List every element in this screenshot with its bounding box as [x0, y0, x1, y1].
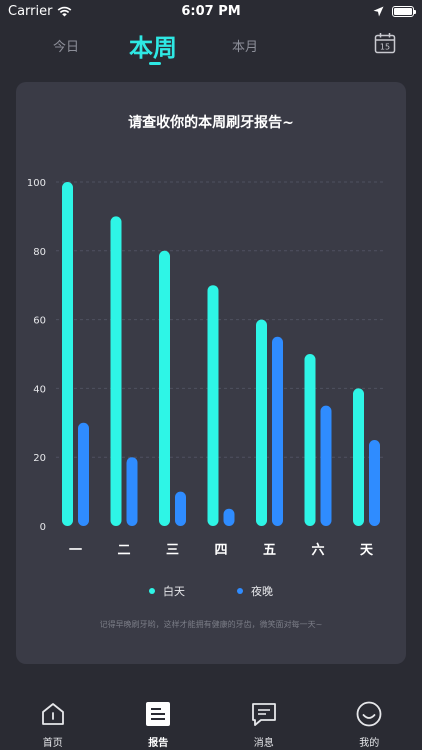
nav-label-home: 首页 — [42, 738, 63, 749]
location-arrow-icon — [373, 6, 384, 16]
x-tick-label: 天 — [360, 543, 374, 558]
bar-day — [110, 216, 122, 526]
report-icon — [144, 700, 172, 728]
x-tick-label: 五 — [263, 543, 276, 558]
message-icon — [250, 700, 278, 728]
bar-night — [369, 440, 380, 526]
bar-night — [78, 422, 89, 526]
wifi-icon — [58, 6, 72, 16]
bar-night — [223, 508, 235, 526]
nav-item-mine[interactable]: 我的 — [339, 700, 399, 750]
nav-label-report: 报告 — [148, 738, 169, 749]
nav-item-message[interactable]: 消息 — [234, 700, 294, 750]
legend-dot-night — [237, 588, 243, 594]
nav-label-message: 消息 — [253, 738, 274, 749]
smile-icon — [355, 700, 383, 728]
card-footnote: 记得早晚刷牙哟，这样才能拥有健康的牙齿，微笑面对每一天~ — [99, 620, 323, 629]
nav-item-report[interactable]: 报告 — [128, 700, 188, 750]
tab-week[interactable]: 本周 — [129, 34, 177, 62]
y-tick-label: 100 — [27, 178, 46, 189]
tab-today[interactable]: 今日 — [53, 40, 80, 55]
bar-night — [320, 405, 332, 526]
brushing-bar-chart: 0 20 40 60 80 100 一 二 三 四 五 六 天 — [27, 178, 384, 558]
y-tick-label: 20 — [33, 453, 46, 464]
weekly-report-card: 请查收你的本周刷牙报告~ 0 20 40 60 80 100 一 二 三 四 五 六 天 白天 夜晚 记… — [16, 82, 406, 664]
carrier-label: Carrier — [8, 3, 53, 19]
bar-day — [207, 285, 219, 526]
nav-item-home[interactable]: 首页 — [23, 700, 83, 750]
x-tick-label: 一 — [69, 543, 82, 558]
bar-night — [126, 457, 138, 526]
y-tick-label: 60 — [33, 316, 46, 327]
home-icon — [39, 700, 67, 728]
card-title: 请查收你的本周刷牙报告~ — [128, 115, 294, 131]
y-tick-label: 0 — [40, 522, 46, 533]
legend-label-day: 白天 — [163, 585, 185, 598]
x-tick-label: 三 — [166, 543, 179, 558]
bar-day — [304, 354, 316, 526]
y-tick-label: 40 — [33, 384, 46, 395]
x-tick-label: 六 — [311, 542, 324, 558]
battery-level — [394, 7, 412, 15]
period-tabs: 今日 本周 本月 — [0, 26, 422, 66]
battery-icon — [392, 5, 416, 17]
legend-item-day: 白天 — [149, 583, 185, 599]
bar-day — [256, 319, 267, 526]
legend-label-night: 夜晚 — [251, 585, 273, 598]
legend-item-night: 夜晚 — [237, 583, 273, 599]
calendar-icon[interactable]: 15 — [374, 32, 396, 54]
bar-day — [159, 250, 170, 527]
status-right — [373, 5, 416, 17]
bar-night — [175, 491, 186, 526]
x-tick-label: 二 — [117, 543, 130, 558]
bar-day — [353, 388, 364, 526]
bottom-nav: 首页 报告 消息 我的 — [0, 700, 422, 750]
nav-label-mine: 我的 — [359, 738, 380, 749]
tab-selected-indicator — [149, 62, 161, 65]
calendar-day-number: 15 — [380, 43, 390, 52]
bar-night — [272, 336, 283, 526]
bar-day — [62, 182, 73, 526]
tab-month[interactable]: 本月 — [232, 40, 259, 55]
legend-dot-day — [149, 588, 155, 594]
chart-legend: 白天 夜晚 — [16, 583, 406, 599]
status-bar: Carrier 6:07 PM — [0, 0, 422, 22]
x-tick-label: 四 — [214, 543, 227, 558]
y-tick-label: 80 — [33, 247, 46, 258]
status-left: Carrier — [8, 4, 72, 19]
